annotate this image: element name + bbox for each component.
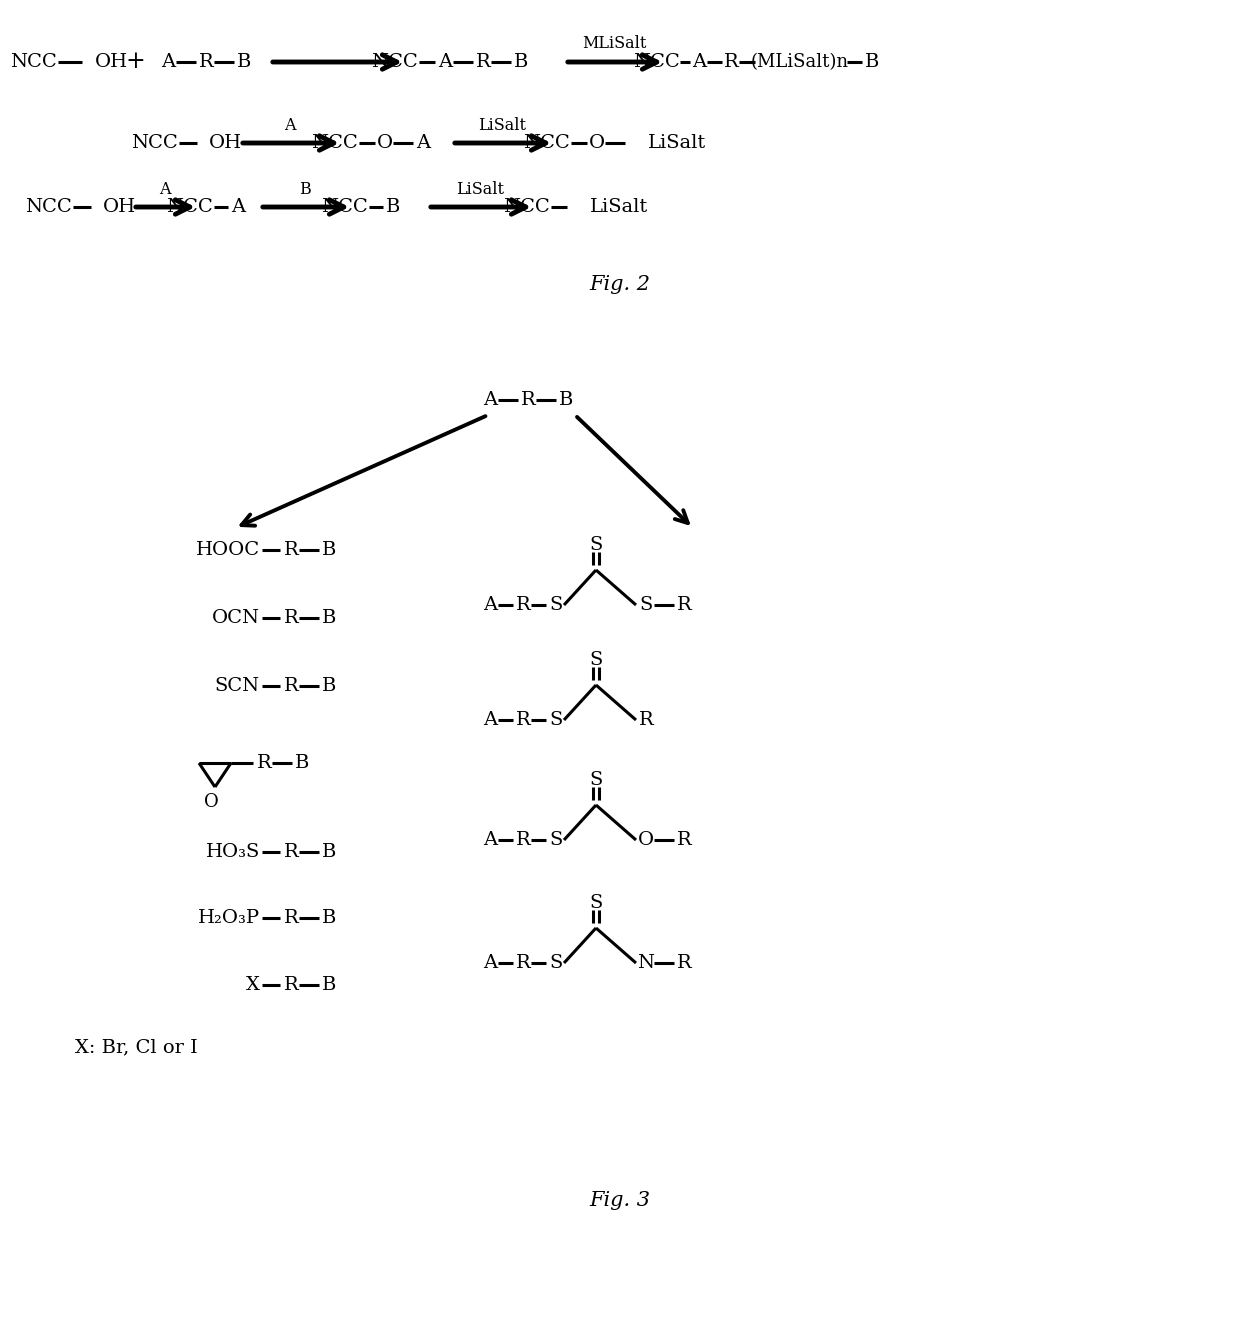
Text: S: S bbox=[549, 831, 563, 850]
Text: Fig. 3: Fig. 3 bbox=[589, 1191, 651, 1210]
Text: A: A bbox=[415, 134, 430, 153]
Text: S: S bbox=[589, 771, 603, 789]
Text: R: R bbox=[284, 609, 299, 628]
Text: A: A bbox=[692, 54, 706, 71]
Text: +: + bbox=[125, 51, 145, 74]
Text: S: S bbox=[549, 954, 563, 971]
Text: O: O bbox=[203, 793, 218, 811]
Text: R: R bbox=[284, 909, 299, 927]
Text: B: B bbox=[295, 755, 309, 772]
Text: R: R bbox=[198, 54, 213, 71]
Text: B: B bbox=[322, 541, 336, 559]
Text: A: A bbox=[482, 710, 497, 729]
Text: R: R bbox=[516, 954, 531, 971]
Text: A: A bbox=[482, 954, 497, 971]
Text: R: R bbox=[284, 975, 299, 994]
Text: B: B bbox=[386, 198, 401, 215]
Text: OCN: OCN bbox=[212, 609, 260, 628]
Text: B: B bbox=[299, 181, 311, 198]
Text: HO₃S: HO₃S bbox=[206, 843, 260, 860]
Text: R: R bbox=[639, 710, 653, 729]
Text: R: R bbox=[284, 541, 299, 559]
Text: MLiSalt: MLiSalt bbox=[582, 36, 646, 52]
Text: B: B bbox=[322, 843, 336, 860]
Text: B: B bbox=[322, 909, 336, 927]
Text: R: R bbox=[521, 391, 536, 409]
Text: S: S bbox=[589, 652, 603, 669]
Text: O: O bbox=[589, 134, 605, 153]
Text: NCC: NCC bbox=[371, 54, 418, 71]
Text: LiSalt: LiSalt bbox=[456, 181, 503, 198]
Text: O: O bbox=[377, 134, 393, 153]
Text: SCN: SCN bbox=[215, 677, 260, 694]
Text: (MLiSalt)n: (MLiSalt)n bbox=[751, 54, 849, 71]
Text: LiSalt: LiSalt bbox=[477, 116, 526, 134]
Text: NCC: NCC bbox=[503, 198, 551, 215]
Text: NCC: NCC bbox=[166, 198, 213, 215]
Text: NCC: NCC bbox=[311, 134, 358, 153]
Text: A: A bbox=[231, 198, 246, 215]
Text: R: R bbox=[677, 595, 692, 614]
Text: NCC: NCC bbox=[131, 134, 179, 153]
Text: NCC: NCC bbox=[523, 134, 570, 153]
Text: Fig. 2: Fig. 2 bbox=[589, 276, 651, 294]
Text: O: O bbox=[637, 831, 653, 850]
Text: A: A bbox=[284, 116, 296, 134]
Text: B: B bbox=[237, 54, 252, 71]
Text: R: R bbox=[677, 831, 692, 850]
Text: A: A bbox=[159, 181, 171, 198]
Text: B: B bbox=[322, 975, 336, 994]
Text: S: S bbox=[589, 537, 603, 554]
Text: X: X bbox=[246, 975, 260, 994]
Text: R: R bbox=[284, 843, 299, 860]
Text: R: R bbox=[516, 710, 531, 729]
Text: NCC: NCC bbox=[25, 198, 72, 215]
Text: NCC: NCC bbox=[634, 54, 680, 71]
Text: A: A bbox=[482, 595, 497, 614]
Text: OH: OH bbox=[103, 198, 136, 215]
Text: OH: OH bbox=[210, 134, 242, 153]
Text: R: R bbox=[724, 54, 738, 71]
Text: B: B bbox=[513, 54, 528, 71]
Text: S: S bbox=[589, 894, 603, 913]
Text: R: R bbox=[257, 755, 272, 772]
Text: S: S bbox=[549, 595, 563, 614]
Text: LiSalt: LiSalt bbox=[649, 134, 707, 153]
Text: R: R bbox=[516, 831, 531, 850]
Text: LiSalt: LiSalt bbox=[590, 198, 649, 215]
Text: R: R bbox=[284, 677, 299, 694]
Text: OH: OH bbox=[95, 54, 128, 71]
Text: H₂O₃P: H₂O₃P bbox=[198, 909, 260, 927]
Text: A: A bbox=[438, 54, 453, 71]
Text: HOOC: HOOC bbox=[196, 541, 260, 559]
Text: B: B bbox=[559, 391, 573, 409]
Text: NCC: NCC bbox=[10, 54, 57, 71]
Text: A: A bbox=[161, 54, 175, 71]
Text: R: R bbox=[476, 54, 490, 71]
Text: R: R bbox=[677, 954, 692, 971]
Text: R: R bbox=[516, 595, 531, 614]
Text: A: A bbox=[482, 831, 497, 850]
Text: X: Br, Cl or I: X: Br, Cl or I bbox=[74, 1038, 197, 1056]
Text: A: A bbox=[482, 391, 497, 409]
Text: S: S bbox=[549, 710, 563, 729]
Text: NCC: NCC bbox=[321, 198, 368, 215]
Text: B: B bbox=[322, 677, 336, 694]
Text: B: B bbox=[322, 609, 336, 628]
Text: B: B bbox=[864, 54, 879, 71]
Text: N: N bbox=[637, 954, 655, 971]
Text: S: S bbox=[640, 595, 652, 614]
